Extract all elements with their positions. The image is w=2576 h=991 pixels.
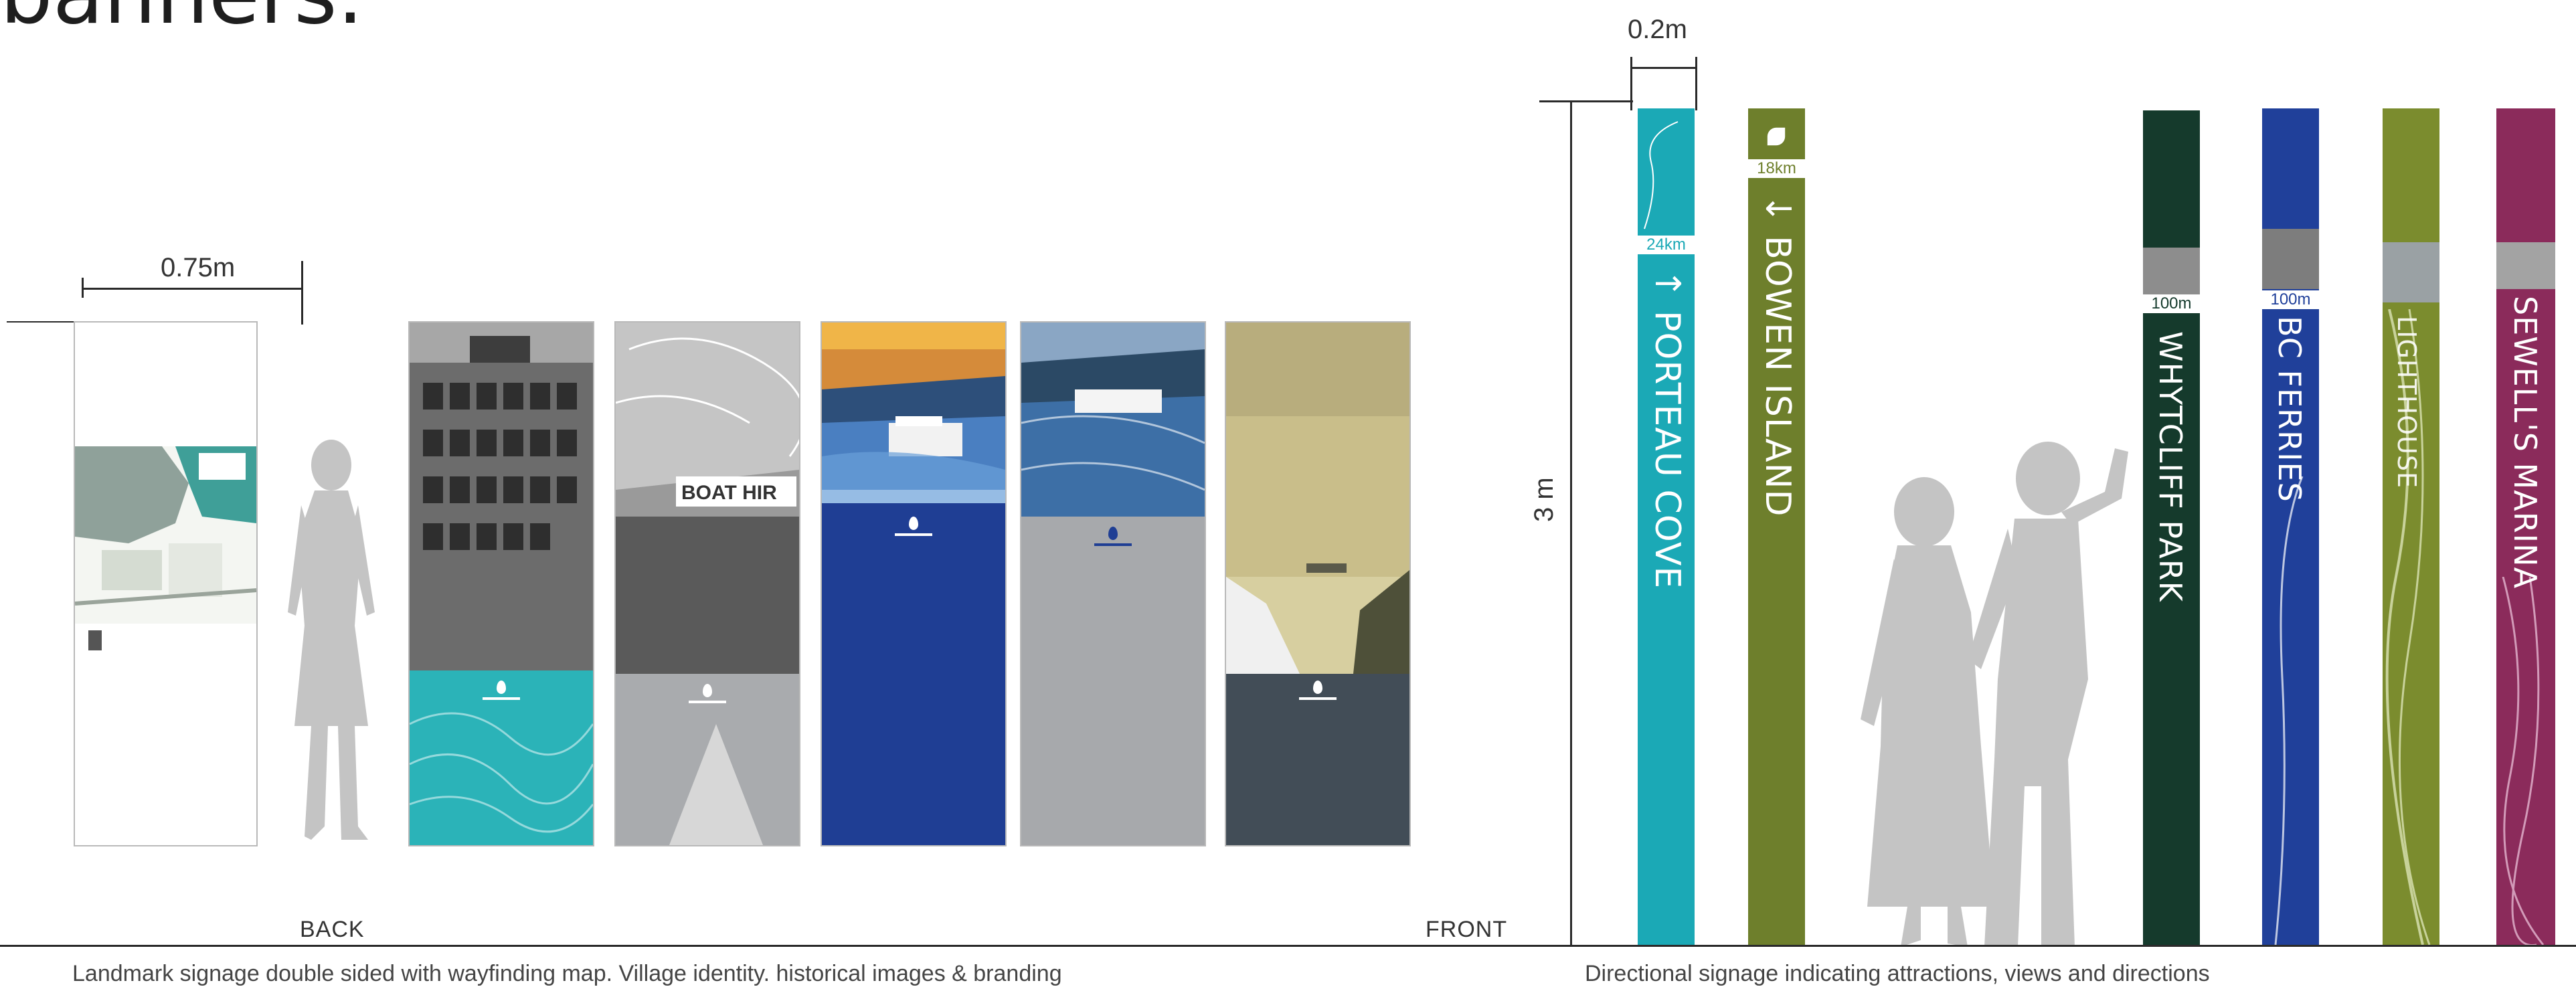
ferry-blue-panel	[821, 321, 1007, 846]
direction-arrow: ↓	[1757, 194, 1798, 224]
park-photo	[2143, 248, 2200, 294]
map-panel	[74, 321, 258, 846]
front-label: FRONT	[1426, 917, 1508, 942]
height-dimension-top	[1539, 100, 1633, 102]
ferry-photo-thumb	[2262, 229, 2319, 289]
boat-hire-photo	[616, 323, 799, 845]
distance-tag: 18km	[1748, 159, 1805, 178]
dimension-tick-left	[82, 278, 84, 298]
ferry-photo-panel	[408, 321, 594, 846]
post-sewells-marina: ← SEWELL'S MARINA	[2496, 108, 2555, 945]
destination-label: SEWELL'S MARINA	[2507, 296, 2543, 590]
destination-label: BC FERRIES	[2271, 316, 2308, 503]
height-dimension-label: 3 m	[1529, 477, 1559, 522]
ground-line-right	[1566, 945, 2576, 947]
post-porteau-cove: 24km ↑ PORTEAU COVE	[1638, 108, 1695, 945]
post-width-tick-left	[1630, 57, 1632, 110]
coastline-graphic	[1644, 121, 1679, 230]
destination-label: PORTEAU COVE	[1647, 310, 1687, 590]
post-bc-ferries: ← 100m BC FERRIES	[2262, 108, 2319, 945]
lighthouse-photo	[2383, 242, 2439, 302]
boat-hire-panel: BOAT HIR	[614, 321, 800, 846]
destination-label: LIGHTHOUSE	[2392, 316, 2421, 489]
height-dimension-line	[1570, 100, 1572, 947]
distance-tag: 24km	[1638, 236, 1695, 254]
post-width-line	[1630, 67, 1697, 69]
ferry-grey-panel	[1020, 321, 1206, 846]
leaf-icon	[1767, 127, 1786, 146]
ferry-water-photo	[1021, 323, 1205, 845]
post-text: ↑ PORTEAU COVE	[1647, 269, 1687, 589]
boat-hire-sign: BOAT HIR	[681, 482, 777, 504]
destination-label: BOWEN ISLAND	[1757, 236, 1798, 517]
village-logo	[478, 681, 525, 700]
post-bowen-island: 18km ↓ BOWEN ISLAND	[1748, 108, 1805, 945]
person-silhouette-left	[288, 440, 375, 840]
section-heading: banners.	[0, 0, 363, 43]
village-logo	[890, 517, 937, 536]
marina-sepia-photo	[1226, 323, 1409, 845]
ferry-sunset-photo	[822, 323, 1005, 845]
dimension-tick-right	[301, 261, 303, 325]
post-width-label: 0.2m	[1628, 15, 1687, 44]
village-logo	[1294, 681, 1341, 700]
marina-dark-panel	[1225, 321, 1411, 846]
post-width-tick-right	[1695, 57, 1697, 110]
width-dimension-line	[82, 288, 303, 290]
landmark-caption: Landmark signage double sided with wayfi…	[72, 961, 1062, 986]
back-label: BACK	[300, 917, 365, 942]
post-whytcliff-park: ← 100m WHYTCLIFF PARK	[2143, 110, 2200, 945]
marina-photo	[2496, 242, 2555, 289]
destination-label: WHYTCLIFF PARK	[2152, 331, 2188, 602]
distance-tag: 100m	[2262, 290, 2319, 309]
width-dimension-label: 0.75m	[161, 253, 236, 282]
directional-caption: Directional signage indicating attractio…	[1585, 961, 2210, 986]
ground-line-left	[0, 945, 1566, 947]
post-text: ↓ BOWEN ISLAND	[1757, 194, 1798, 517]
village-logo	[684, 684, 731, 703]
village-logo	[1090, 527, 1136, 546]
distance-tag: 100m	[2143, 294, 2200, 313]
contour-graphic	[2502, 577, 2545, 945]
post-lighthouse: ← LIGHTHOUSE	[2383, 108, 2439, 945]
ferry-photo	[410, 323, 593, 845]
wayfinding-map	[75, 446, 256, 650]
waterline-graphic	[2274, 476, 2304, 945]
contour-graphic	[2385, 309, 2431, 945]
direction-arrow: ↑	[1647, 269, 1687, 299]
couple-silhouette	[1861, 442, 2128, 947]
